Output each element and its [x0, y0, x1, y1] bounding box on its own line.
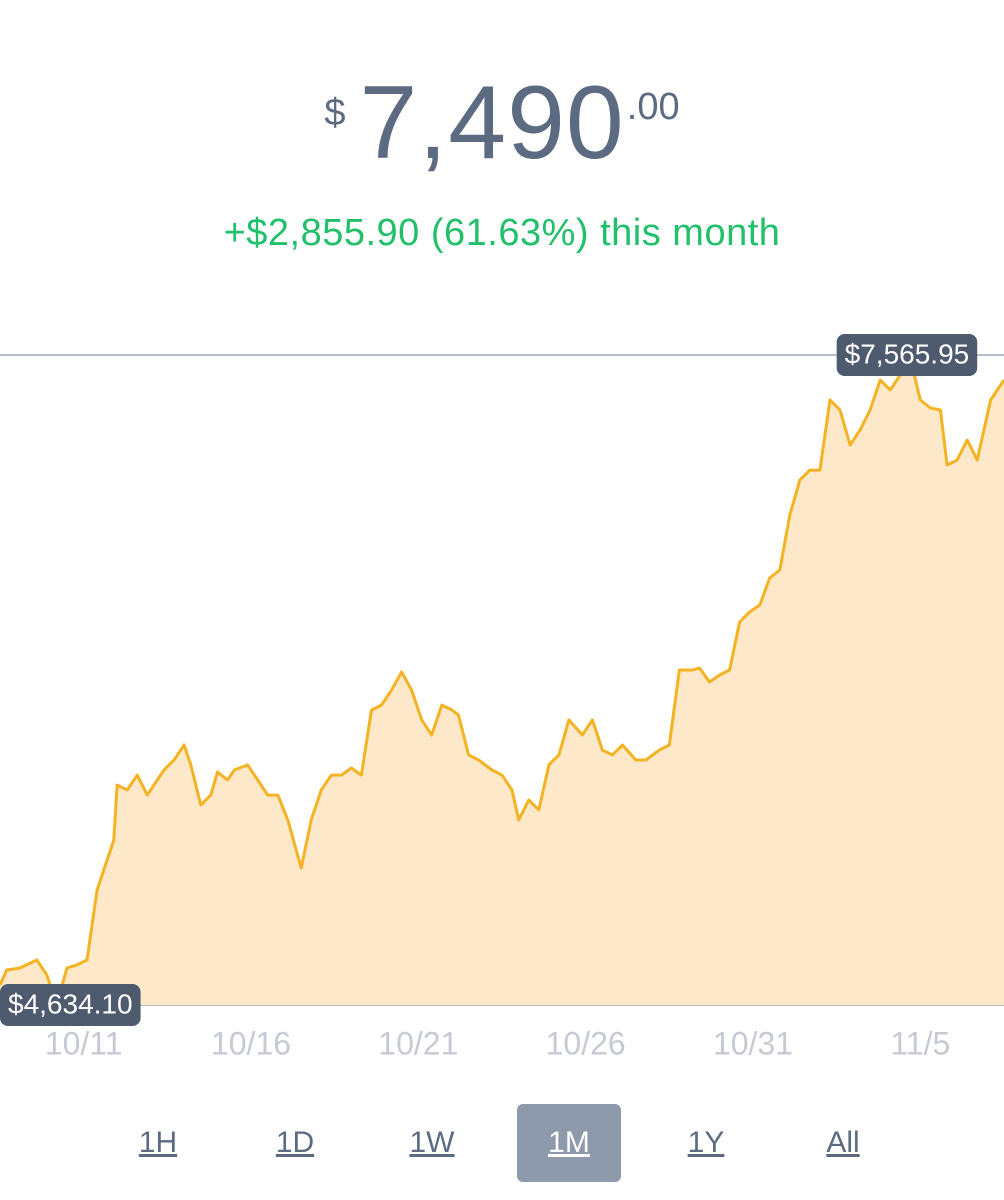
price-badge-label: $7,565.95: [845, 338, 970, 369]
range-button[interactable]: 1W: [409, 1126, 455, 1159]
range-button[interactable]: All: [826, 1126, 860, 1159]
range-button[interactable]: 1H: [138, 1126, 178, 1159]
balance: $ 7,490 .00: [0, 68, 1004, 178]
change-text: +$2,855.90 (61.63%) this month: [223, 212, 781, 254]
x-tick-label: 10/26: [546, 1025, 626, 1061]
price-badge: [0, 984, 141, 1026]
price-badge-label: $4,634.10: [8, 988, 133, 1019]
area-fill: [0, 355, 1004, 1005]
x-tick-label: 10/16: [211, 1025, 291, 1061]
chart: 10/11 10/16 10/21 10/26 10/31 11/5 $7,565.95 $4…: [0, 334, 1004, 1061]
currency-symbol: $: [324, 92, 346, 134]
price-badge: [836, 334, 978, 376]
range-selector: 1H 1D 1W 1M 1Y All: [0, 1104, 1004, 1182]
x-tick-label: 10/11: [45, 1025, 123, 1061]
range-button[interactable]: 1Y: [687, 1126, 725, 1159]
balance-cents: .00: [626, 86, 680, 128]
balance-amount: 7,490: [359, 65, 625, 181]
range-button[interactable]: 1D: [275, 1126, 315, 1159]
x-tick-label: 10/31: [713, 1025, 793, 1061]
x-tick-label: 11/5: [890, 1025, 950, 1061]
x-tick-label: 10/21: [378, 1025, 458, 1061]
price-line: [0, 353, 1004, 1007]
range-button[interactable]: 1M: [517, 1104, 621, 1182]
